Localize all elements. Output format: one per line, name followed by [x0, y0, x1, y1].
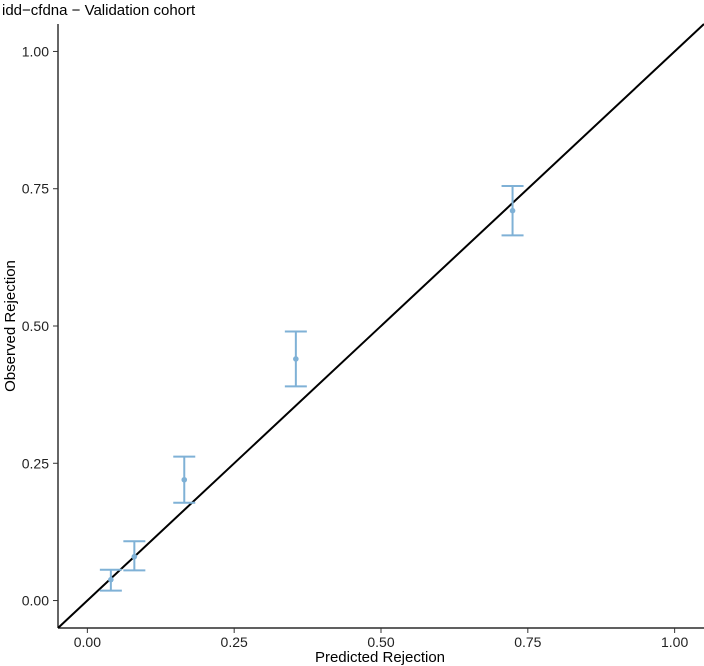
data-point — [131, 553, 138, 560]
y-axis-title: Observed Rejection — [2, 260, 19, 392]
x-axis-title: Predicted Rejection — [315, 649, 445, 666]
x-tick-label: 1.00 — [661, 634, 688, 650]
y-tick-label: 0.75 — [22, 181, 49, 197]
identity-reference-line — [57, 23, 704, 629]
reference-line-layer — [57, 23, 704, 629]
x-tick-label: 0.25 — [221, 634, 248, 650]
calibration-point-group — [99, 568, 122, 592]
calibration-point-group — [501, 184, 524, 237]
data-point — [181, 476, 188, 483]
calibration-point-group — [284, 330, 307, 388]
data-point — [108, 576, 114, 583]
data-point — [509, 207, 516, 214]
y-tick-label: 0.25 — [22, 455, 49, 471]
calibration-point-group — [123, 540, 146, 572]
x-tick-label: 0.75 — [514, 634, 541, 650]
chart-title: idd−cfdna − Validation cohort — [2, 2, 196, 19]
y-tick-label: 0.00 — [22, 593, 49, 609]
x-tick-label: 0.00 — [74, 634, 101, 650]
y-axis: 0.00 0.25 0.50 0.75 1.00 — [22, 24, 59, 628]
points-layer — [99, 184, 524, 592]
y-tick-label: 0.50 — [22, 318, 49, 334]
x-tick-label: 0.50 — [367, 634, 394, 650]
x-axis: 0.00 0.25 0.50 0.75 1.00 — [58, 627, 704, 650]
data-point — [293, 356, 299, 362]
calibration-point-group — [173, 455, 196, 504]
y-tick-label: 1.00 — [22, 43, 49, 59]
